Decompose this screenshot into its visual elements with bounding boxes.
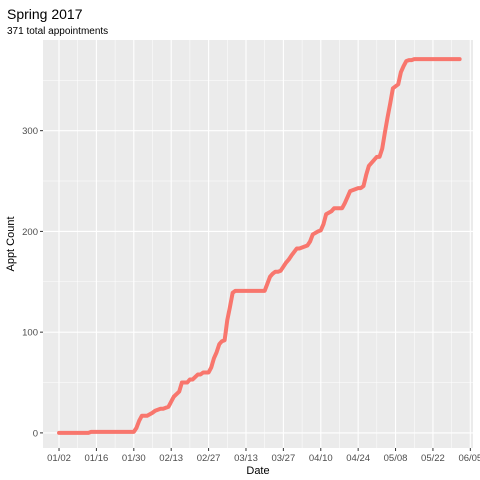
- axes: 01/02 01/16 01/30 02/13 02/27 03/13 03/27 04/10…: [22, 126, 480, 464]
- x-tick-label: 03/27: [271, 453, 295, 464]
- chart-subtitle: 371 total appointments: [7, 26, 108, 37]
- series-line: [57, 57, 462, 435]
- x-tick-label: 01/30: [122, 453, 146, 464]
- chart-title: Spring 2017: [7, 6, 83, 22]
- x-tick-label: 03/13: [234, 453, 258, 464]
- x-tick-label: 05/22: [421, 453, 445, 464]
- x-tick-label: 04/10: [309, 453, 333, 464]
- x-tick-label: 01/02: [47, 453, 71, 464]
- x-tick-label: 06/05: [458, 453, 480, 464]
- y-tick-label: 300: [22, 126, 38, 137]
- x-tick-label: 04/24: [346, 453, 370, 464]
- y-tick-label: 100: [22, 328, 38, 339]
- x-tick-label: 01/16: [85, 453, 109, 464]
- series-layer: [57, 57, 462, 435]
- x-tick-label: 05/08: [384, 453, 408, 464]
- x-tick-label: 02/13: [159, 453, 183, 464]
- gridlines: [43, 40, 473, 448]
- y-axis-title: Appt Count: [5, 216, 17, 271]
- y-tick-label: 200: [22, 227, 38, 238]
- x-tick-label: 02/27: [197, 453, 221, 464]
- y-tick-label: 0: [33, 428, 38, 439]
- plot-panel: [43, 40, 473, 448]
- x-axis-title: Date: [246, 465, 269, 477]
